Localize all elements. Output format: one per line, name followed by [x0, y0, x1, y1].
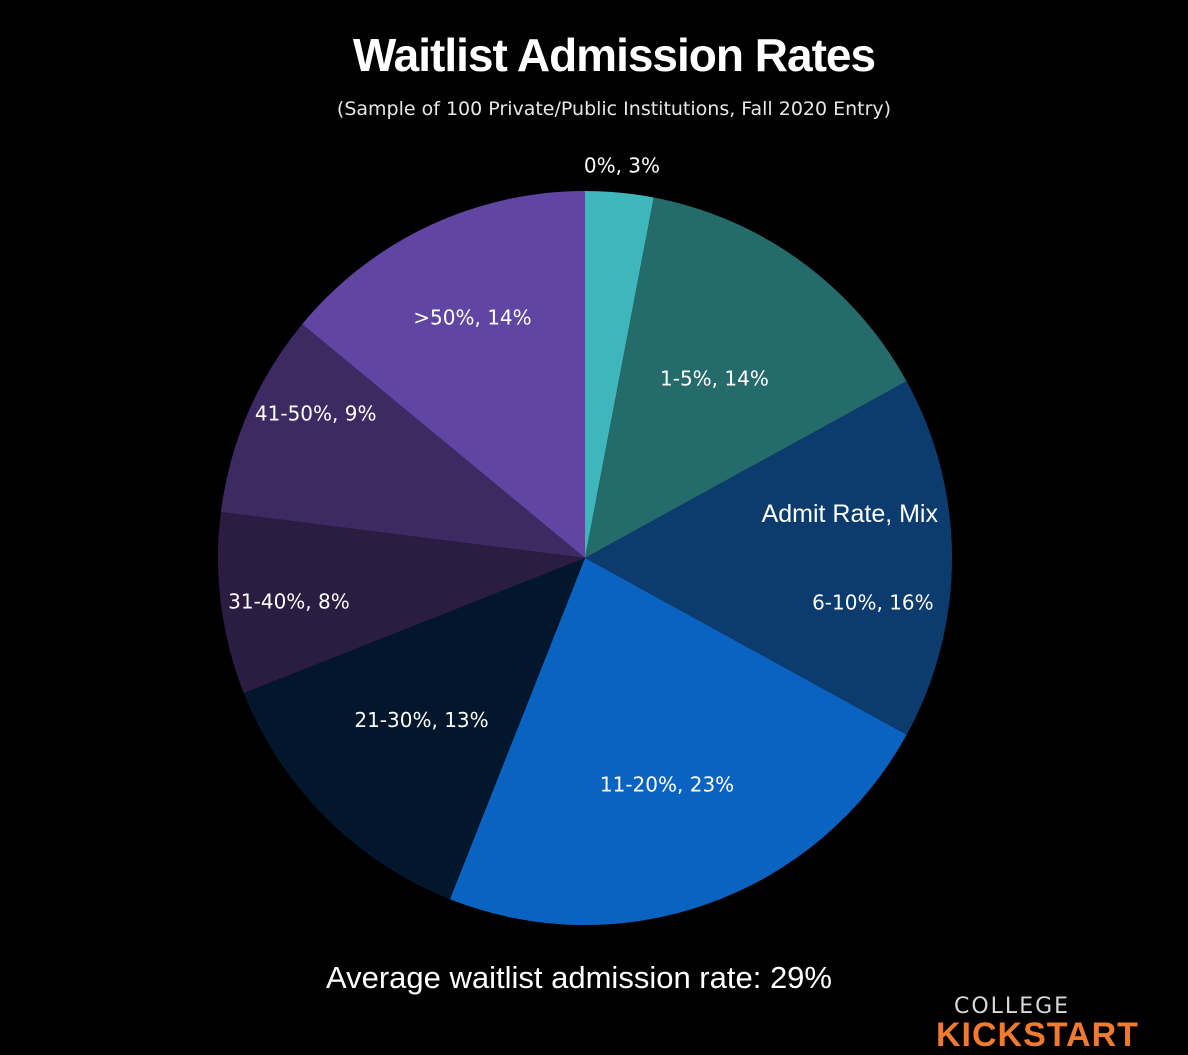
- slice-label-3: 6-10%, 16%: [812, 591, 934, 615]
- pie-slice-5: [243, 558, 585, 900]
- pie-slice-6: [218, 512, 586, 694]
- average-note: Average waitlist admission rate: 29%: [325, 960, 832, 995]
- slice-label-7: 41-50%, 9%: [255, 402, 377, 426]
- pie-slices: [218, 191, 952, 926]
- pie-labels: 0%, 3% 1-5%, 14% 6-10%, 16% 11-20%, 23% 21-3…: [228, 154, 933, 797]
- pie-slice-8: [302, 191, 585, 558]
- slice-label-8: >50%, 14%: [413, 305, 531, 329]
- brand-line1: COLLEGE: [954, 994, 1071, 1019]
- chart-subtitle: (Sample of 100 Private/Public Institutio…: [336, 98, 892, 120]
- slice-label-6: 31-40%, 8%: [228, 590, 350, 614]
- slice-label-1: 0%, 3%: [584, 154, 660, 178]
- chart-title: Waitlist Admission Rates: [352, 29, 876, 81]
- slice-label-5: 21-30%, 13%: [354, 708, 488, 732]
- pie-slice-7: [220, 324, 585, 558]
- pie-slice-4: [449, 558, 907, 926]
- pie-slice-3: [585, 381, 952, 735]
- college-kickstart-logo: COLLEGE KICKSTART: [932, 994, 1172, 1054]
- pie-slice-1: [585, 191, 654, 558]
- brand-line2: KICKSTART: [936, 1016, 1139, 1054]
- legend-title: Admit Rate, Mix: [762, 500, 939, 528]
- slice-label-4: 11-20%, 23%: [600, 772, 734, 796]
- pie-slice-2: [585, 197, 907, 558]
- slice-label-2: 1-5%, 14%: [660, 366, 769, 390]
